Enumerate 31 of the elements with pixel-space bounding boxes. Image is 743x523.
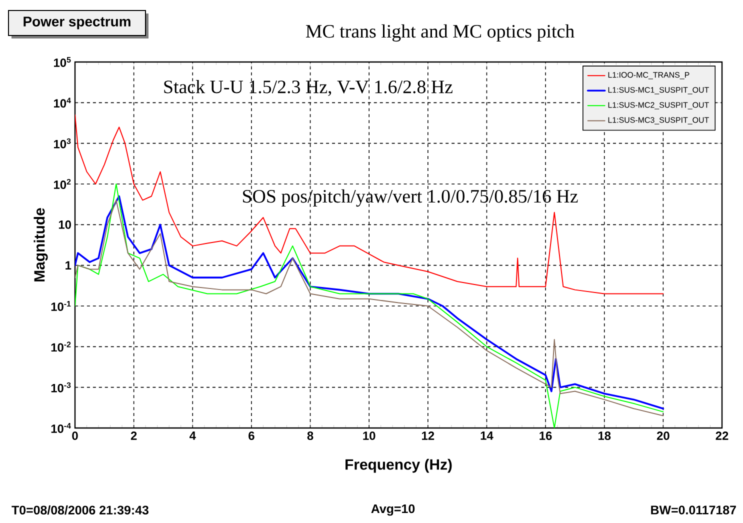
x-axis-title: Frequency (Hz) — [346, 458, 452, 473]
text: Avg=10 — [371, 504, 415, 516]
y-axis-title: Magnitude — [34, 208, 48, 282]
x-tick-label: 0 — [72, 432, 78, 440]
y-tick-label: 1 — [66, 261, 72, 270]
x-tick-label: 18 — [598, 432, 611, 440]
x-tick-label: 12 — [422, 432, 434, 440]
y-tick-label: 10$^{-2}$ — [51, 342, 71, 352]
text: Power spectrum — [24, 16, 130, 30]
x-tick-label: 22 — [716, 432, 728, 440]
x-tick-label: 20 — [656, 432, 670, 440]
x-tick-label: 14 — [480, 432, 494, 440]
y-tick-label: 10$^{3}$ — [54, 138, 71, 148]
y-tick-label: 10$^{2}$ — [54, 178, 71, 189]
y-tick-label: 10 — [58, 220, 71, 229]
annotation: Stack U-U 1.5/2.3 Hz, V-V 1.6/2.8 Hz — [164, 80, 452, 96]
x-tick-label: 16 — [540, 432, 552, 440]
y-tick-label: 10$^{4}$ — [54, 98, 71, 108]
annotation: SOS pos/pitch/yaw/vert 1.0/0.75/0.85/16 Hz — [243, 189, 578, 207]
text: BW=0.0117187 — [651, 506, 736, 514]
x-tick-label: 4 — [190, 432, 196, 440]
y-tick-label: 10$^{-1}$ — [51, 301, 71, 311]
y-tick-label: 10$^{5}$ — [54, 57, 71, 67]
text: T0=08/08/2006 21:39:43 — [12, 505, 148, 515]
chart-title: MC trans light and MC optics pitch — [306, 24, 574, 42]
x-tick-label: 6 — [248, 432, 254, 440]
x-tick-label: 8 — [307, 432, 314, 440]
x-tick-label: 10 — [363, 432, 376, 440]
y-tick-label: 10$^{-3}$ — [51, 382, 71, 392]
x-tick-label: 2 — [130, 432, 137, 440]
y-tick-label: 10$^{-4}$ — [51, 423, 71, 433]
